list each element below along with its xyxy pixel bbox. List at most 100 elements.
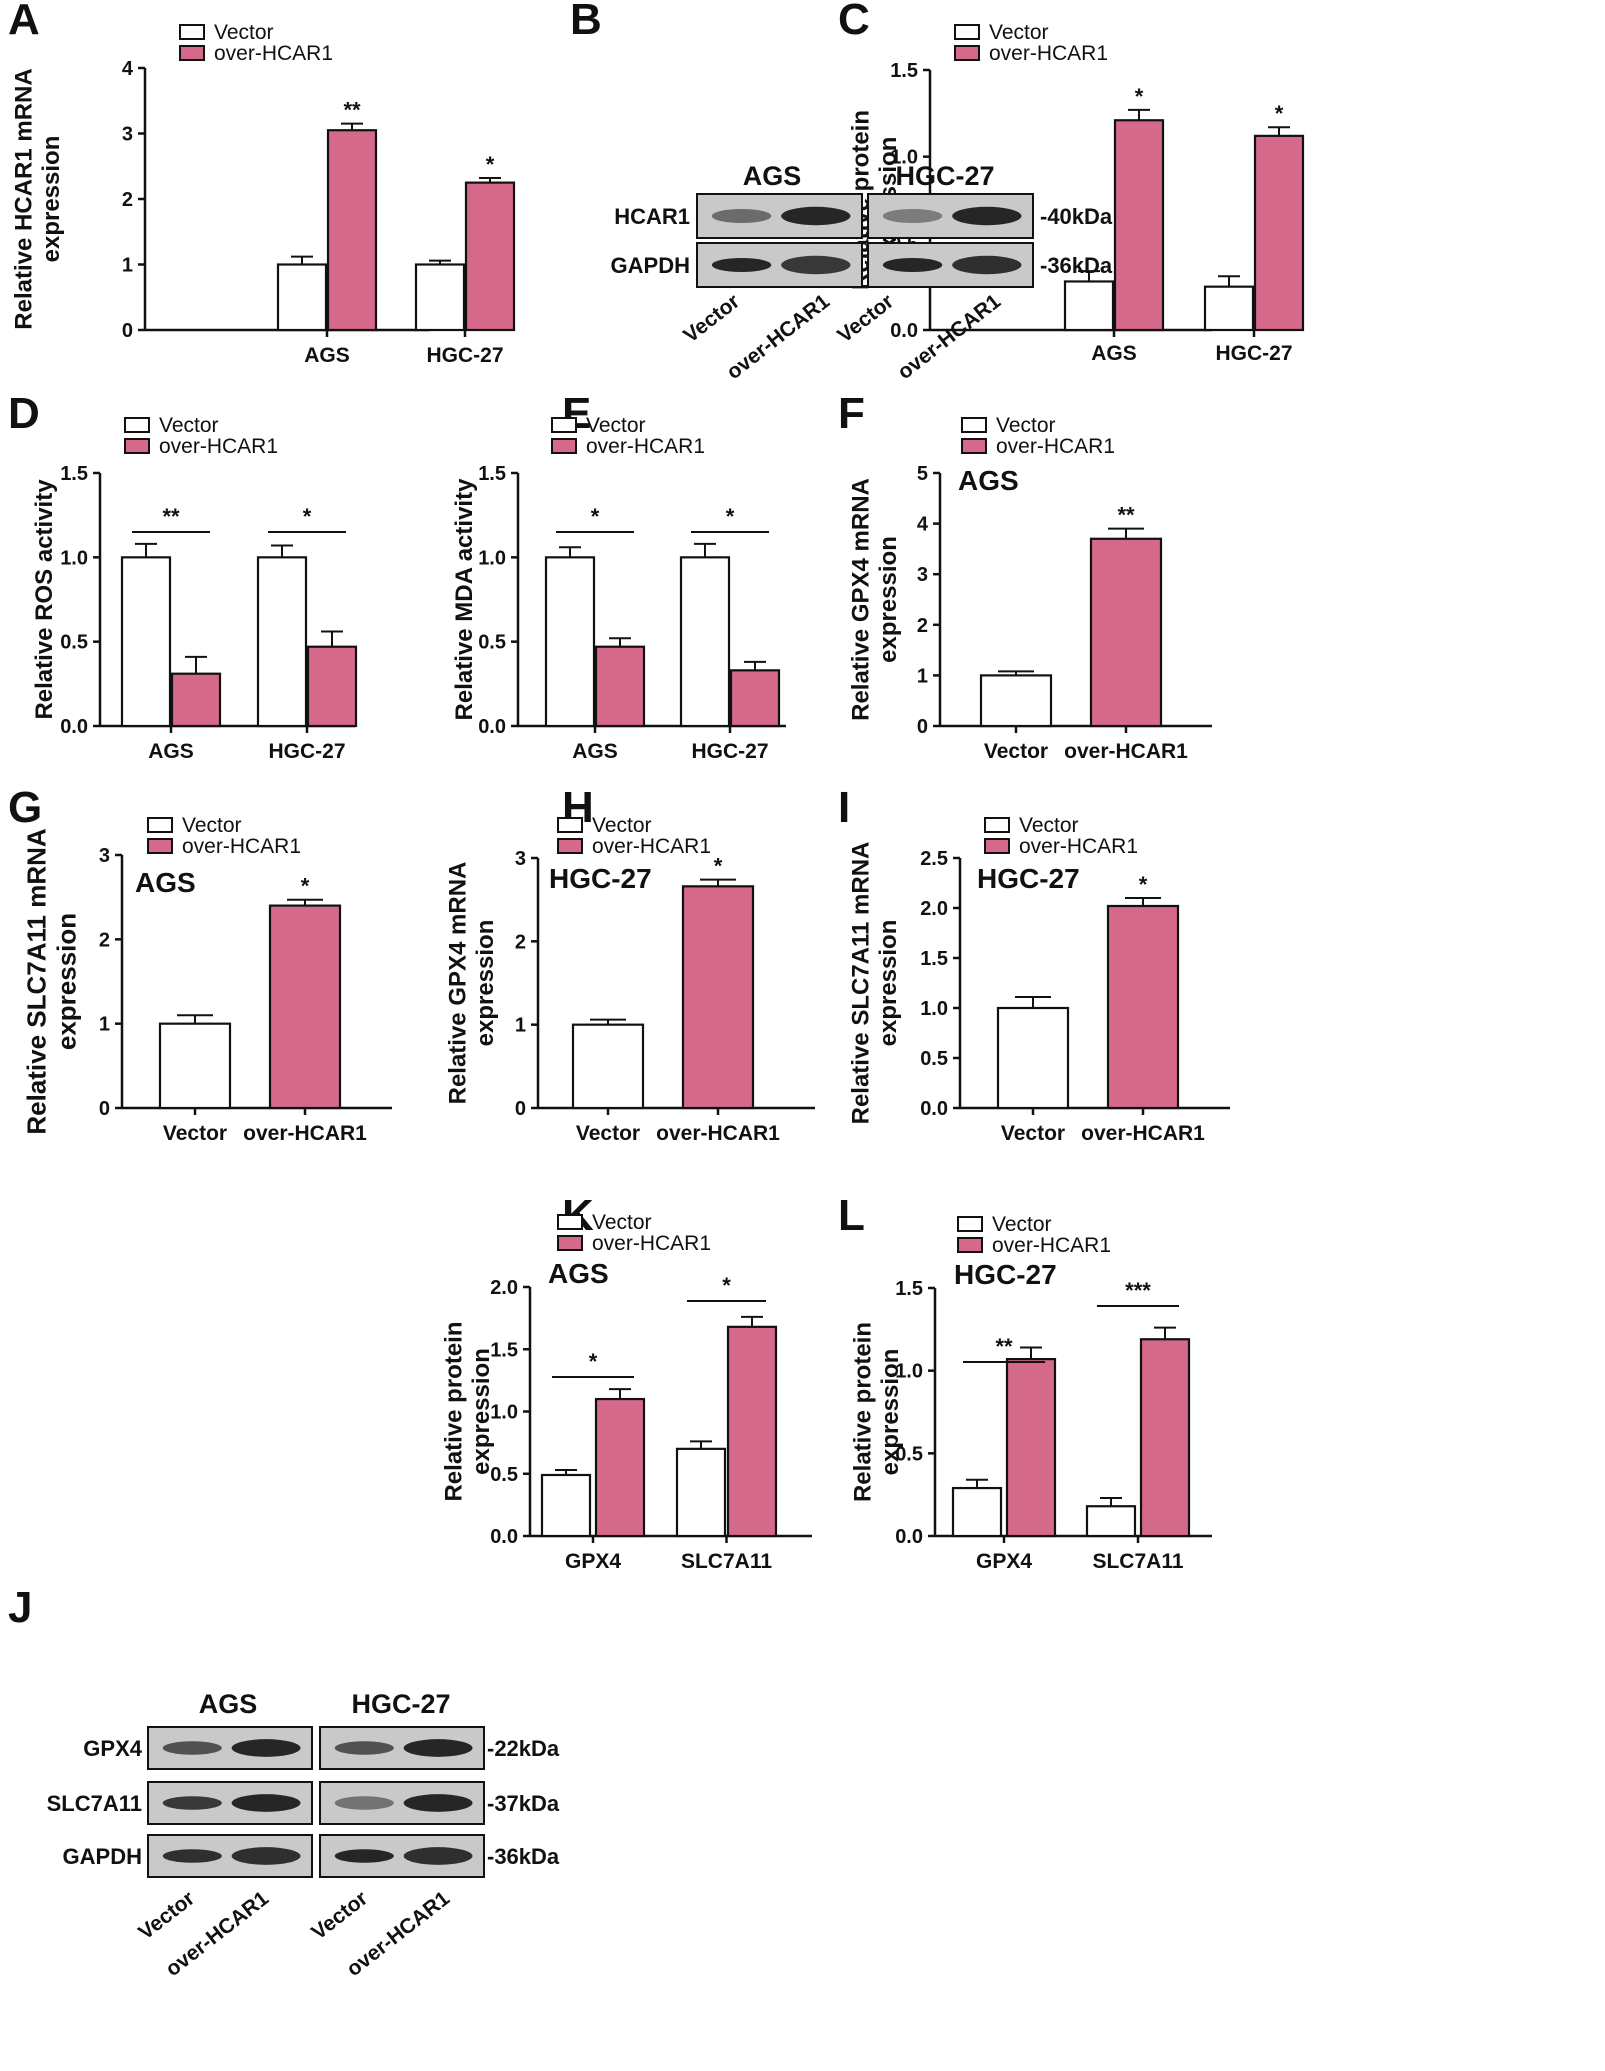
x-category-label: GPX4 [565, 1550, 621, 1573]
legend-swatch-vector [551, 417, 577, 433]
panel-a: A 0 1 2 3 4 Relative HCAR1 mRNAexpression Vecto… [8, 0, 516, 367]
y-axis-label: Relative SLC7A11 mRNAexpression [848, 842, 903, 1125]
y-axis-label: Relative SLC7A11 mRNAexpression [21, 828, 81, 1135]
legend-swatch-over [147, 838, 173, 854]
panel-letter: B [570, 0, 602, 44]
y-tick-label: 2 [515, 931, 526, 953]
legend-swatch-vector [954, 24, 980, 40]
significance-marker: ** [995, 1334, 1013, 1359]
y-tick-label: 0.5 [478, 632, 506, 654]
legend-label-over: over-HCAR1 [592, 835, 711, 858]
y-tick-label: 0.5 [490, 1464, 518, 1486]
y-tick-label: 0.0 [895, 1526, 923, 1548]
legend-label-over: over-HCAR1 [992, 1234, 1111, 1257]
x-category-label: SLC7A11 [681, 1550, 772, 1573]
legend-label-over: over-HCAR1 [586, 435, 705, 458]
panel-letter: F [838, 389, 865, 438]
y-tick-label: 1.0 [895, 1361, 923, 1383]
bar-vector [414, 263, 466, 332]
blot-band [952, 206, 1022, 226]
cell-line-label: HGC-27 [351, 1689, 450, 1719]
legend-label-vector: Vector [992, 1213, 1052, 1236]
x-category-label: Vector [163, 1122, 227, 1145]
lane-label: Vector [679, 290, 744, 348]
legend-swatch-vector [957, 1216, 983, 1232]
x-category-label: GPX4 [976, 1550, 1032, 1573]
blot-row-label: SLC7A11 [47, 1791, 142, 1816]
blot-band [231, 1739, 301, 1757]
y-axis-label-line: expression [51, 913, 81, 1050]
panel-letter: L [838, 1191, 865, 1240]
significance-marker: * [1139, 872, 1148, 897]
y-tick-label: 1 [917, 665, 928, 687]
y-tick-label: 4 [122, 58, 134, 80]
blot-row-label: GAPDH [611, 253, 690, 278]
x-category-label: HGC-27 [1215, 342, 1292, 365]
bar-over-hcar1 [681, 885, 755, 1110]
blot-band [711, 208, 772, 224]
legend-swatch-over [954, 45, 980, 61]
bar-vector [675, 1447, 727, 1538]
legend-label-over: over-HCAR1 [159, 435, 278, 458]
x-category-label: over-HCAR1 [243, 1122, 367, 1145]
blot-band [403, 1847, 473, 1865]
bar-over-hcar1 [1089, 537, 1163, 728]
x-category-label: over-HCAR1 [1064, 740, 1188, 763]
y-tick-label: 0.0 [490, 1526, 518, 1548]
chart-title: HGC-27 [954, 1259, 1057, 1290]
legend-swatch-over [179, 45, 205, 61]
chart-title: AGS [135, 867, 196, 898]
y-axis-label-line: Relative GPX4 mRNA [848, 478, 875, 721]
y-tick-label: 2 [917, 615, 928, 637]
legend-label-vector: Vector [159, 414, 219, 437]
y-tick-label: 5 [917, 463, 928, 485]
y-axis-label-line: Relative HCAR1 mRNA [11, 68, 38, 329]
significance-marker: * [722, 1273, 731, 1298]
y-tick-label: 3 [122, 124, 133, 146]
y-axis-label-line: Relative SLC7A11 mRNA [848, 842, 875, 1125]
y-axis-label-line: expression [875, 536, 902, 663]
x-category-label: HGC-27 [268, 740, 345, 763]
x-category-label: AGS [572, 740, 618, 763]
legend-label-vector: Vector [214, 21, 274, 44]
cell-line-label: AGS [743, 161, 802, 191]
y-tick-label: 1.5 [895, 1278, 923, 1300]
significance-marker: ** [1117, 503, 1135, 528]
legend-swatch-vector [179, 24, 205, 40]
y-axis-label: Relative MDA activity [451, 478, 478, 721]
y-axis-label: Relative GPX4 mRNAexpression [445, 862, 500, 1105]
y-axis-label-line: Relative GPX4 mRNA [445, 862, 472, 1105]
significance-marker: ** [343, 98, 361, 123]
legend-label-vector: Vector [592, 1211, 652, 1234]
x-category-label: AGS [1091, 342, 1137, 365]
blot-band [334, 1849, 394, 1863]
bar-over-hcar1 [594, 1397, 646, 1538]
y-tick-label: 2.0 [920, 898, 948, 920]
y-axis-label-line: Relative SLC7A11 mRNA [21, 828, 51, 1135]
significance-marker: * [726, 504, 735, 529]
legend-swatch-over [557, 1235, 583, 1251]
panel-i: I 0.0 0.5 1.0 1.5 2.0 2.5 Relative SLC7A11 mRNA… [838, 783, 1230, 1145]
legend-swatch-over [961, 438, 987, 454]
blot-band [403, 1739, 473, 1757]
y-axis-label-line: expression [875, 920, 902, 1047]
legend-label-vector: Vector [182, 814, 242, 837]
blot-band [334, 1796, 394, 1810]
legend-label-over: over-HCAR1 [989, 42, 1108, 65]
bar-vector [951, 1486, 1003, 1538]
bar-over-hcar1 [1106, 904, 1180, 1110]
legend-label-vector: Vector [989, 21, 1049, 44]
legend-label-over: over-HCAR1 [1019, 835, 1138, 858]
significance-marker: * [301, 874, 310, 899]
y-axis-label-line: expression [472, 920, 499, 1047]
bar-vector [996, 1006, 1070, 1110]
bar-vector [1085, 1505, 1137, 1538]
significance-marker: * [1135, 84, 1144, 109]
legend-swatch-over [551, 438, 577, 454]
panel-f: F 0 1 2 3 4 5 Relative GPX4 mRNAexpression Vecto… [838, 389, 1212, 763]
y-tick-label: 2 [122, 189, 133, 211]
legend-label-over: over-HCAR1 [214, 42, 333, 65]
